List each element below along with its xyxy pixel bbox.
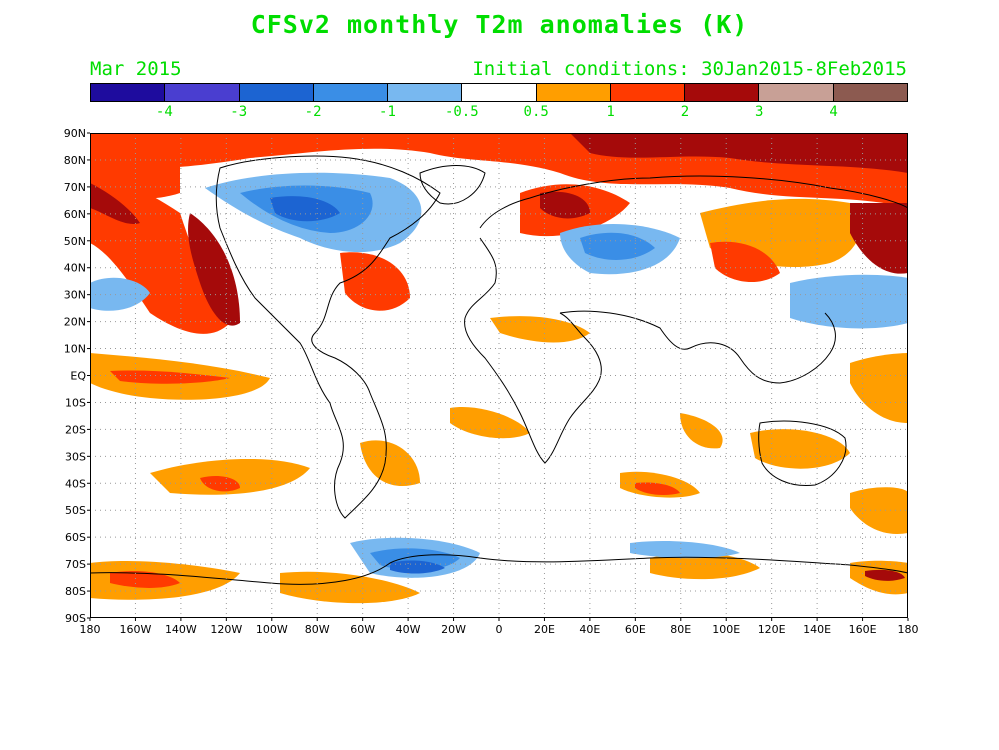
latitude-label: 10N — [64, 343, 86, 356]
latitude-label: 80S — [65, 585, 86, 598]
anomaly-map — [90, 133, 908, 618]
longitude-label: 160E — [849, 623, 877, 636]
longitude-label: 180 — [898, 623, 919, 636]
color-legend-tick-label: -3 — [230, 104, 248, 120]
latitude-label: 10S — [65, 396, 86, 409]
latitude-label: 50N — [64, 235, 86, 248]
longitude-label: 100W — [256, 623, 288, 636]
latitude-label: 70N — [64, 181, 86, 194]
latitude-label: 30N — [64, 289, 86, 302]
latitude-label: 90S — [65, 612, 86, 625]
color-legend-tick-label: 4 — [829, 104, 838, 120]
latitude-label: 70S — [65, 558, 86, 571]
longitude-label: 40E — [579, 623, 600, 636]
color-swatch — [388, 84, 463, 101]
longitude-label: 80W — [305, 623, 330, 636]
map-title: CFSv2 monthly T2m anomalies (K) — [250, 10, 749, 39]
longitude-label: 120E — [758, 623, 786, 636]
longitude-label: 160W — [120, 623, 152, 636]
map-frame — [90, 133, 908, 618]
latitude-label: EQ — [70, 370, 86, 383]
latitude-label: 40N — [64, 262, 86, 275]
latitude-label: 40S — [65, 477, 86, 490]
latitude-label: 30S — [65, 450, 86, 463]
latitude-label: 80N — [64, 154, 86, 167]
longitude-label: 20W — [441, 623, 466, 636]
latitude-label: 60S — [65, 531, 86, 544]
latitude-label: 20S — [65, 423, 86, 436]
color-swatch — [759, 84, 834, 101]
color-swatch — [833, 84, 907, 101]
latitude-label: 20N — [64, 316, 86, 329]
color-legend-tick-label: 0.5 — [523, 104, 549, 120]
initial-conditions-label: Initial conditions: 30Jan2015-8Feb2015 — [472, 58, 907, 80]
longitude-label: 0 — [496, 623, 503, 636]
color-swatch — [91, 84, 166, 101]
color-swatch — [313, 84, 389, 101]
color-swatch — [685, 84, 760, 101]
longitude-label: 40W — [396, 623, 421, 636]
coastlines — [90, 155, 908, 585]
longitude-label: 100E — [712, 623, 740, 636]
color-legend-bar — [90, 83, 908, 102]
color-legend-tick-label: -4 — [155, 104, 173, 120]
longitude-label: 180 — [80, 623, 101, 636]
longitude-label: 140W — [165, 623, 197, 636]
longitude-label: 60W — [350, 623, 375, 636]
latitude-label: 50S — [65, 504, 86, 517]
latitude-label: 60N — [64, 208, 86, 221]
lat-lon-grid — [90, 133, 908, 618]
longitude-label: 140E — [803, 623, 831, 636]
longitude-label: 80E — [670, 623, 691, 636]
color-swatch — [239, 84, 314, 101]
longitude-label: 60E — [625, 623, 646, 636]
color-swatch — [462, 84, 537, 101]
latitude-label: 90N — [64, 127, 86, 140]
color-swatch — [536, 84, 611, 101]
color-swatch — [165, 84, 240, 101]
longitude-label: 20E — [534, 623, 555, 636]
color-legend-tick-label: 2 — [680, 104, 690, 120]
color-legend-tick-label: 3 — [755, 104, 764, 120]
forecast-month-label: Mar 2015 — [90, 58, 182, 80]
longitude-label: 120W — [210, 623, 242, 636]
color-legend-tick-label: -0.5 — [444, 104, 479, 120]
color-legend-tick-label: 1 — [606, 104, 615, 120]
color-legend-tick-label: -1 — [379, 104, 396, 120]
color-legend-tick-label: -2 — [304, 104, 322, 120]
color-swatch — [610, 84, 686, 101]
